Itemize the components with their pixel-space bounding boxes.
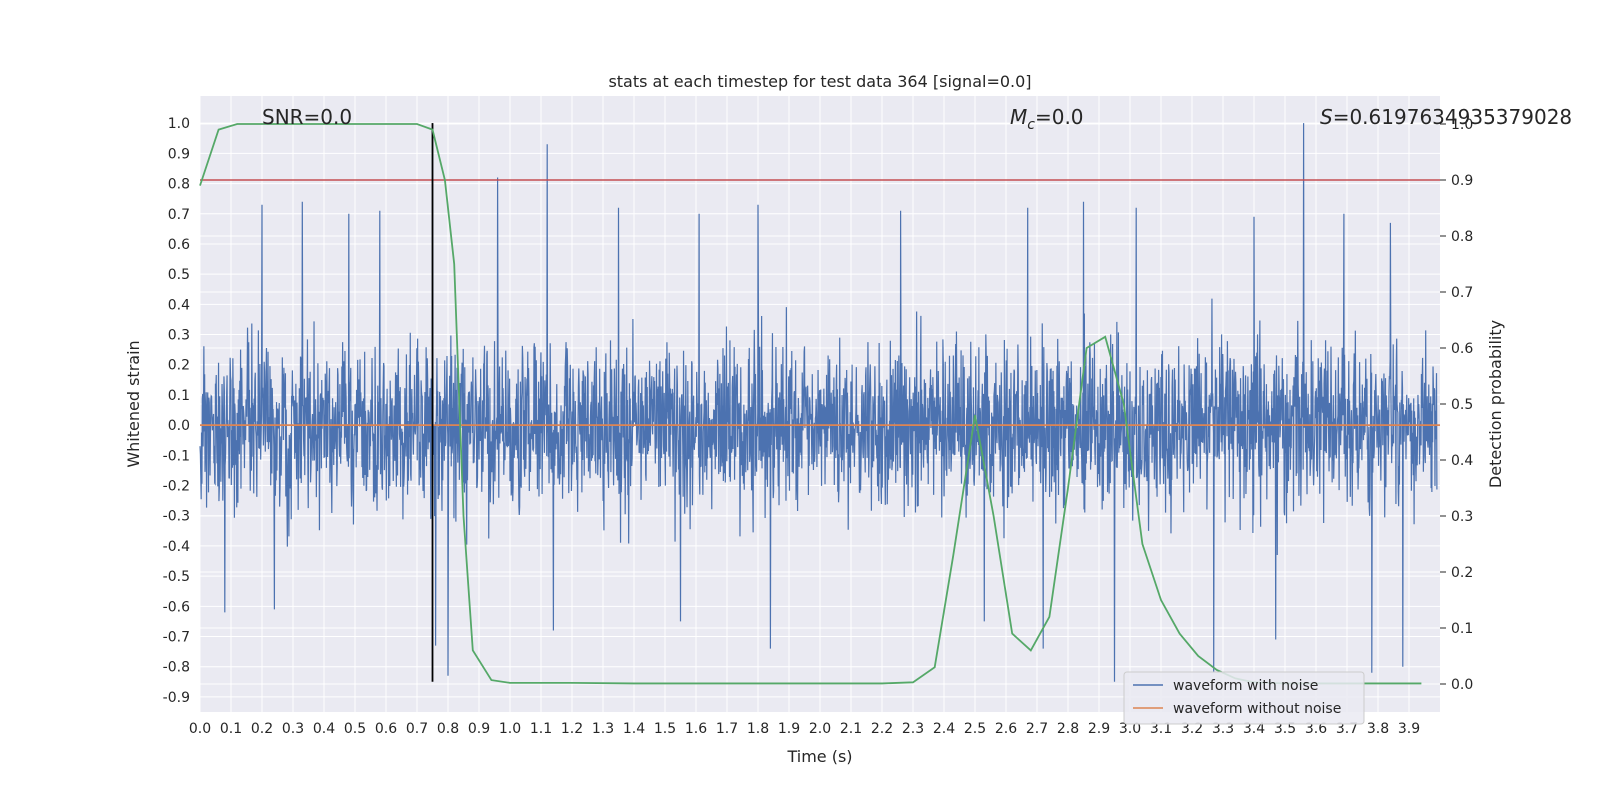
detection-probability-line: [199, 123, 1422, 685]
x-tick-label: 0.2: [251, 721, 273, 737]
series-detection-probability: [199, 123, 1422, 685]
y-tick-label: -0.4: [163, 539, 190, 555]
y2-tick-label: 1.0: [1451, 117, 1473, 133]
x-tick-label: 3.7: [1336, 721, 1358, 737]
y-tick-label: 0.3: [168, 328, 190, 344]
y2-axis-label: Detection probability: [1486, 320, 1505, 488]
x-axis-label: Time (s): [786, 747, 852, 766]
ticks: 0.0 0.1 0.2 0.3 0.4 0.5 0.6 0.7 0.8 0.9 1.0 1.1 1.2 1…: [163, 116, 1474, 737]
legend: waveform with noise waveform without noi…: [1123, 671, 1365, 725]
x-tick-label: 3.2: [1181, 721, 1203, 737]
x-tick-label: 3.3: [1212, 721, 1234, 737]
x-tick-label: 1.5: [654, 721, 676, 737]
y-tick-label: 0.6: [168, 237, 190, 253]
y2-tick-label: 0.7: [1451, 285, 1473, 301]
y-tick-label: 0.4: [168, 297, 190, 313]
mc-symbol: M: [1010, 105, 1027, 129]
y-tick-label: 0.0: [168, 418, 190, 434]
s-value: =0.6197634935379028: [1333, 105, 1572, 129]
y2-tick-label: 0.9: [1451, 173, 1473, 189]
y-tick-label: 0.9: [168, 146, 190, 162]
x-tick-label: 1.4: [623, 721, 645, 737]
y-tick-label: -0.9: [163, 690, 190, 706]
mc-annotation: Mc=0.0: [1010, 105, 1084, 133]
x-tick-label: 0.3: [282, 721, 304, 737]
legend-box: [1123, 671, 1365, 725]
y-tick-label: -0.1: [163, 448, 190, 464]
overlay-lines: [200, 123, 1440, 682]
y-tick-label: 0.7: [168, 207, 190, 223]
x-tick-label: 2.4: [933, 721, 955, 737]
x-tick-label: 0.0: [189, 721, 211, 737]
y2-tick-label: 0.4: [1451, 453, 1473, 469]
s-annotation: S=0.6197634935379028: [1320, 105, 1572, 129]
y-axis-label: Whitened strain: [124, 340, 143, 467]
x-tick-label: 2.9: [1088, 721, 1110, 737]
y-tick-label: 0.8: [168, 177, 190, 193]
x-tick-label: 1.2: [561, 721, 583, 737]
x-tick-label: 2.5: [964, 721, 986, 737]
x-tick-label: 1.0: [499, 721, 521, 737]
x-tick-label: 0.8: [437, 721, 459, 737]
y-tick-label: -0.3: [163, 509, 190, 525]
y2-tick-label: 0.2: [1451, 565, 1473, 581]
mc-subscript: c: [1027, 117, 1035, 133]
y2-tick-label: 0.3: [1451, 509, 1473, 525]
y-tick-label: 0.1: [168, 388, 190, 404]
x-tick-label: 2.6: [995, 721, 1017, 737]
x-tick-label: 0.9: [468, 721, 490, 737]
x-tick-label: 2.2: [871, 721, 893, 737]
y-tick-label: -0.2: [163, 479, 190, 495]
x-tick-label: 1.7: [716, 721, 738, 737]
chart-title: stats at each timestep for test data 364…: [608, 72, 1031, 91]
snr-annotation: SNR=0.0: [262, 105, 352, 129]
y2-tick-label: 0.6: [1451, 341, 1473, 357]
y-tick-label: -0.8: [163, 660, 190, 676]
x-tick-label: 1.6: [685, 721, 707, 737]
x-tick-label: 2.3: [902, 721, 924, 737]
y2-tick-label: 0.8: [1451, 229, 1473, 245]
mc-value: =0.0: [1035, 105, 1084, 129]
waveform-with-noise-line: [199, 123, 1438, 682]
x-tick-label: 1.9: [778, 721, 800, 737]
x-tick-label: 3.8: [1367, 721, 1389, 737]
x-tick-label: 3.1: [1150, 721, 1172, 737]
legend-label-waveform-without-noise: waveform without noise: [1173, 701, 1341, 717]
series-waveform-with-noise: [199, 123, 1438, 682]
x-tick-label: 3.0: [1119, 721, 1141, 737]
y-tick-label: -0.5: [163, 569, 190, 585]
y2-tick-label: 0.0: [1451, 677, 1473, 693]
y-tick-label: -0.7: [163, 630, 190, 646]
x-tick-label: 2.0: [809, 721, 831, 737]
x-tick-label: 0.5: [344, 721, 366, 737]
x-tick-label: 0.6: [375, 721, 397, 737]
x-tick-label: 2.8: [1057, 721, 1079, 737]
x-tick-label: 1.1: [530, 721, 552, 737]
s-symbol: S: [1320, 105, 1333, 129]
y2-tick-label: 0.5: [1451, 397, 1473, 413]
y2-tick-label: 0.1: [1451, 621, 1473, 637]
x-tick-label: 3.5: [1274, 721, 1296, 737]
x-tick-label: 0.1: [220, 721, 242, 737]
x-tick-label: 2.1: [840, 721, 862, 737]
y-tick-label: 0.5: [168, 267, 190, 283]
y-tick-label: -0.6: [163, 599, 190, 615]
x-tick-label: 1.3: [592, 721, 614, 737]
x-tick-label: 0.7: [406, 721, 428, 737]
y-tick-label: 0.2: [168, 358, 190, 374]
x-tick-label: 2.7: [1026, 721, 1048, 737]
x-tick-label: 3.9: [1398, 721, 1420, 737]
legend-label-waveform-with-noise: waveform with noise: [1173, 678, 1318, 694]
y-tick-label: 1.0: [168, 116, 190, 132]
x-tick-label: 1.8: [747, 721, 769, 737]
x-tick-label: 0.4: [313, 721, 335, 737]
x-tick-label: 3.6: [1305, 721, 1327, 737]
x-tick-label: 3.4: [1243, 721, 1265, 737]
